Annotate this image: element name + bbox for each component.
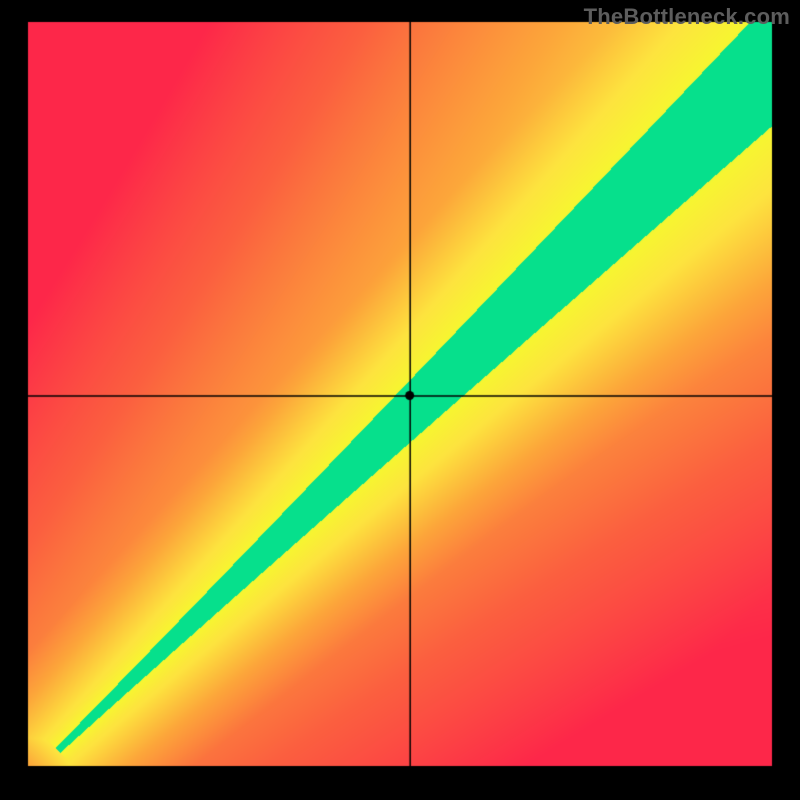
heatmap-canvas (0, 0, 800, 800)
bottleneck-heatmap-container: TheBottleneck.com (0, 0, 800, 800)
watermark-text: TheBottleneck.com (584, 4, 790, 29)
watermark: TheBottleneck.com (584, 4, 790, 30)
